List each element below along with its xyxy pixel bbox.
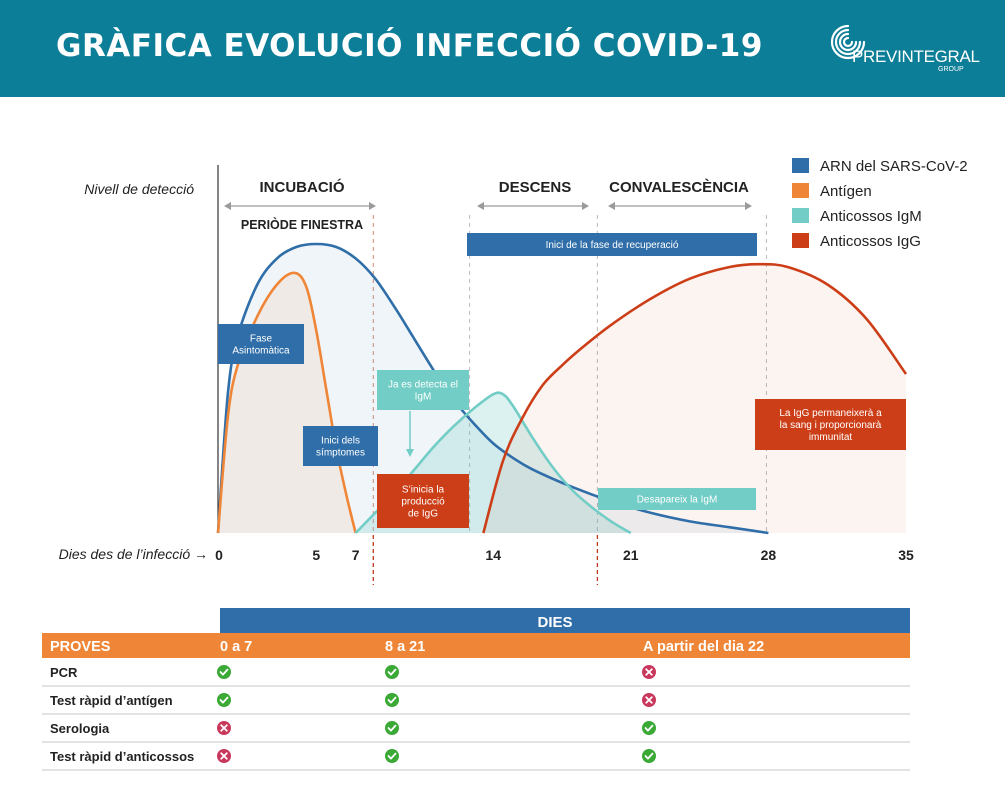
- check-icon-circle: [217, 665, 231, 679]
- phase-arrow-2-arrow-right: [745, 202, 752, 210]
- table-row-label-0: PCR: [50, 665, 78, 680]
- annotation-text-4: Inici de la fase de recuperació: [546, 240, 679, 251]
- legend-swatch-0: [792, 158, 809, 173]
- check-icon-mark: [644, 752, 654, 760]
- x-tick-label-0: 0: [215, 547, 223, 563]
- check-icon-circle: [385, 749, 399, 763]
- table-row-label-3: Test ràpid d’anticossos: [50, 749, 194, 764]
- check-icon: [217, 665, 231, 679]
- logo-name: PREVINTEGRAL: [852, 47, 980, 66]
- check-icon-mark: [219, 696, 229, 704]
- check-icon-circle: [217, 693, 231, 707]
- table-column-header: [42, 633, 910, 658]
- annotation-box-5: [598, 488, 756, 510]
- header-banner: GRÀFICA EVOLUCIÓ INFECCIÓ COVID-19 PREVI…: [0, 0, 1005, 97]
- cross-icon: [217, 721, 231, 735]
- table-row-label-2: Serologia: [50, 721, 110, 736]
- cross-icon-mark: [645, 696, 653, 704]
- legend-label-3: Anticossos IgG: [820, 233, 921, 250]
- legend-label-2: Anticossos IgM: [820, 208, 922, 225]
- table-column-0: PROVES: [50, 639, 111, 655]
- check-icon: [642, 749, 656, 763]
- phase-arrow-0-arrow-left: [224, 202, 231, 210]
- cross-icon: [642, 693, 656, 707]
- x-tick-label-7: 7: [352, 547, 360, 563]
- annotation-box-0: [218, 324, 304, 364]
- cross-icon: [217, 749, 231, 763]
- annotation-text-6: La IgG permaneixerà a la sang i proporcio…: [779, 408, 882, 443]
- x-tick-label-5: 5: [312, 547, 320, 563]
- check-icon-mark: [219, 668, 229, 676]
- phase-label-2: CONVALESCÈNCIA: [609, 179, 749, 196]
- table-days-header: [220, 608, 910, 633]
- check-icon-circle: [385, 693, 399, 707]
- table-days-label: DIES: [537, 614, 572, 631]
- annotation-text-0: Fase Asintomàtica: [232, 334, 290, 357]
- series-line-3: [482, 262, 908, 534]
- page-title: GRÀFICA EVOLUCIÓ INFECCIÓ COVID-19: [56, 28, 763, 64]
- cross-icon-mark: [220, 752, 228, 760]
- check-icon-mark: [387, 752, 397, 760]
- window-label: PERIÒDE FINESTRA: [241, 217, 363, 232]
- annotation-box-2: [377, 370, 469, 410]
- check-icon-mark: [387, 724, 397, 732]
- phase-arrow-0-arrow-right: [369, 202, 376, 210]
- table-column-3: A partir del dia 22: [643, 639, 764, 655]
- x-tick-label-14: 14: [485, 547, 501, 563]
- table-column-2: 8 a 21: [385, 639, 425, 655]
- table-column-1: 0 a 7: [220, 639, 252, 655]
- x-tick-label-28: 28: [761, 547, 777, 563]
- check-icon: [642, 721, 656, 735]
- check-icon-mark: [644, 724, 654, 732]
- y-axis-label: Nivell de detecció: [84, 181, 194, 197]
- check-icon-circle: [642, 721, 656, 735]
- check-icon: [385, 721, 399, 735]
- table-row-label-1: Test ràpid d’antígen: [50, 693, 173, 708]
- annotation-box-6: [755, 399, 906, 450]
- check-icon: [385, 693, 399, 707]
- series-area-3: [483, 264, 906, 533]
- phase-label-1: DESCENS: [499, 179, 572, 196]
- phase-arrow-1-arrow-left: [477, 202, 484, 210]
- phase-label-0: INCUBACIÓ: [260, 178, 345, 196]
- evolution-chart: Nivell de detecció Dies des de l’infecció…: [42, 158, 968, 771]
- annotation-text-5: Desapareix la IgM: [637, 495, 718, 506]
- check-icon: [385, 665, 399, 679]
- phase-arrow-1-arrow-right: [582, 202, 589, 210]
- cross-icon-mark: [220, 724, 228, 732]
- check-icon-circle: [385, 665, 399, 679]
- phase-arrow-2-arrow-left: [608, 202, 615, 210]
- logo-sub: GROUP: [938, 66, 964, 73]
- legend-swatch-2: [792, 208, 809, 223]
- legend-label-1: Antígen: [820, 183, 872, 200]
- annotation-box-4: [467, 233, 757, 256]
- check-icon-circle: [385, 721, 399, 735]
- x-tick-label-21: 21: [623, 547, 639, 563]
- logo-swirl-icon: [830, 24, 866, 60]
- logo: PREVINTEGRAL GROUP: [828, 22, 980, 78]
- annotation-box-1: [303, 426, 378, 466]
- check-icon-mark: [387, 668, 397, 676]
- check-icon: [217, 693, 231, 707]
- annotation-box-3: [377, 474, 469, 528]
- legend-label-0: ARN del SARS-CoV-2: [820, 158, 968, 175]
- check-icon-mark: [387, 696, 397, 704]
- check-icon-circle: [642, 749, 656, 763]
- igm-arrow-head: [406, 449, 414, 457]
- cross-icon-mark: [645, 668, 653, 676]
- legend-swatch-1: [792, 183, 809, 198]
- legend-swatch-3: [792, 233, 809, 248]
- cross-icon: [642, 665, 656, 679]
- x-axis-label: Dies des de l’infecció →: [59, 546, 208, 562]
- annotation-text-2: Ja es detecta el IgM: [388, 380, 458, 403]
- annotation-text-1: Inici dels símptomes: [316, 436, 365, 459]
- annotation-text-3: S’inicia la producció de IgG: [401, 485, 445, 520]
- x-tick-label-35: 35: [898, 547, 914, 563]
- check-icon: [385, 749, 399, 763]
